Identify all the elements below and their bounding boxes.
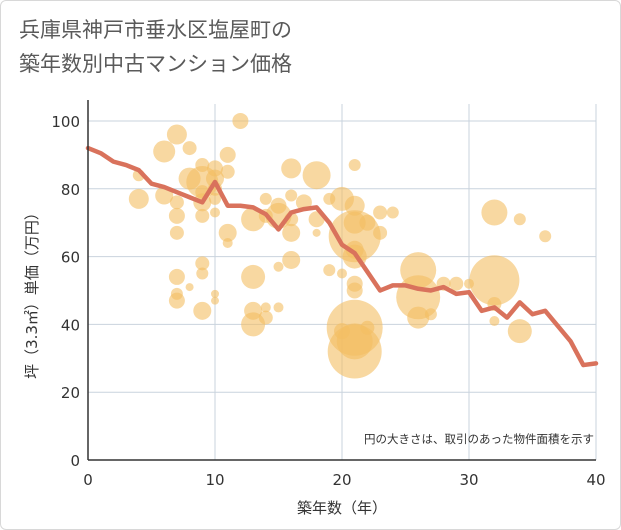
data-bubble [153, 140, 176, 163]
chart-title-line-1: 兵庫県神戸市垂水区塩屋町の [19, 18, 292, 42]
data-bubble [222, 238, 233, 249]
data-bubble [407, 306, 430, 329]
data-bubble [166, 124, 187, 145]
y-tick-labels: 0 20 40 60 80 100 [51, 113, 80, 470]
data-bubble [185, 283, 194, 292]
data-bubble [196, 267, 209, 280]
data-bubble [489, 315, 500, 326]
data-bubble [373, 205, 388, 220]
data-bubble [481, 199, 508, 226]
chart-title: 兵庫県神戸市垂水区塩屋町の 築年数別中古マンション価格 [19, 13, 292, 81]
data-bubble [206, 169, 224, 188]
data-bubble [273, 261, 284, 272]
x-axis-label: 築年数（年） [297, 499, 387, 517]
data-bubble [211, 289, 219, 298]
data-bubble [169, 225, 184, 240]
data-bubble [168, 292, 185, 309]
trend-line-series [85, 145, 599, 368]
y-tick-label: 0 [70, 452, 80, 470]
data-bubble [193, 301, 212, 320]
data-bubble [182, 141, 197, 156]
data-bubble [241, 264, 266, 289]
x-tick-label: 40 [586, 471, 605, 489]
data-bubble [327, 324, 382, 379]
data-bubble [507, 319, 532, 344]
trend-line [85, 145, 599, 368]
data-bubble [220, 164, 235, 179]
x-tick-label: 30 [459, 471, 478, 489]
x-tick-label: 20 [332, 471, 351, 489]
data-bubble [195, 256, 210, 271]
y-tick-label: 60 [61, 249, 80, 267]
data-bubble [386, 206, 399, 219]
data-bubble [337, 268, 347, 279]
chart-title-line-2: 築年数別中古マンション価格 [19, 52, 292, 76]
bubble-series [128, 112, 552, 379]
data-bubble [323, 264, 336, 277]
data-bubble [241, 207, 266, 232]
data-bubble [285, 189, 298, 202]
x-tick-labels: 0 10 20 30 40 [83, 471, 605, 489]
data-bubble [513, 213, 526, 226]
data-bubble [273, 302, 284, 313]
data-bubble [302, 161, 331, 190]
data-bubble [258, 310, 273, 325]
data-bubble [195, 208, 210, 223]
data-bubble [209, 192, 221, 205]
data-bubble [539, 230, 552, 243]
data-bubble [210, 207, 220, 218]
data-bubble [128, 188, 149, 209]
y-tick-label: 100 [51, 113, 80, 131]
y-tick-label: 40 [61, 316, 80, 334]
data-bubble [260, 302, 271, 313]
bubble-size-note: 円の大きさは、取引のあった物件面積を示す [364, 432, 594, 446]
y-tick-label: 20 [61, 384, 80, 402]
data-bubble [168, 268, 185, 285]
axes [87, 100, 596, 461]
y-axis-label: 坪（3.3㎡）単価（万円） [23, 205, 41, 379]
data-bubble [469, 255, 520, 306]
data-bubble [360, 320, 375, 335]
data-bubble [219, 146, 236, 163]
data-bubble [359, 214, 376, 231]
data-bubble [218, 223, 237, 242]
y-tick-label: 80 [61, 181, 80, 199]
data-bubble [281, 158, 302, 179]
data-bubble [346, 282, 363, 299]
data-bubble [282, 250, 301, 269]
data-bubble [211, 296, 219, 305]
x-tick-label: 0 [83, 471, 93, 489]
data-bubble [348, 159, 361, 172]
data-bubble [168, 207, 185, 224]
data-bubble [449, 276, 464, 291]
data-bubble [259, 192, 272, 205]
data-bubble [282, 223, 301, 242]
data-bubble [312, 228, 321, 237]
data-bubble [169, 195, 184, 210]
data-bubble [232, 112, 249, 129]
x-tick-label: 10 [205, 471, 224, 489]
data-bubble [373, 225, 388, 240]
data-bubble [424, 308, 437, 321]
